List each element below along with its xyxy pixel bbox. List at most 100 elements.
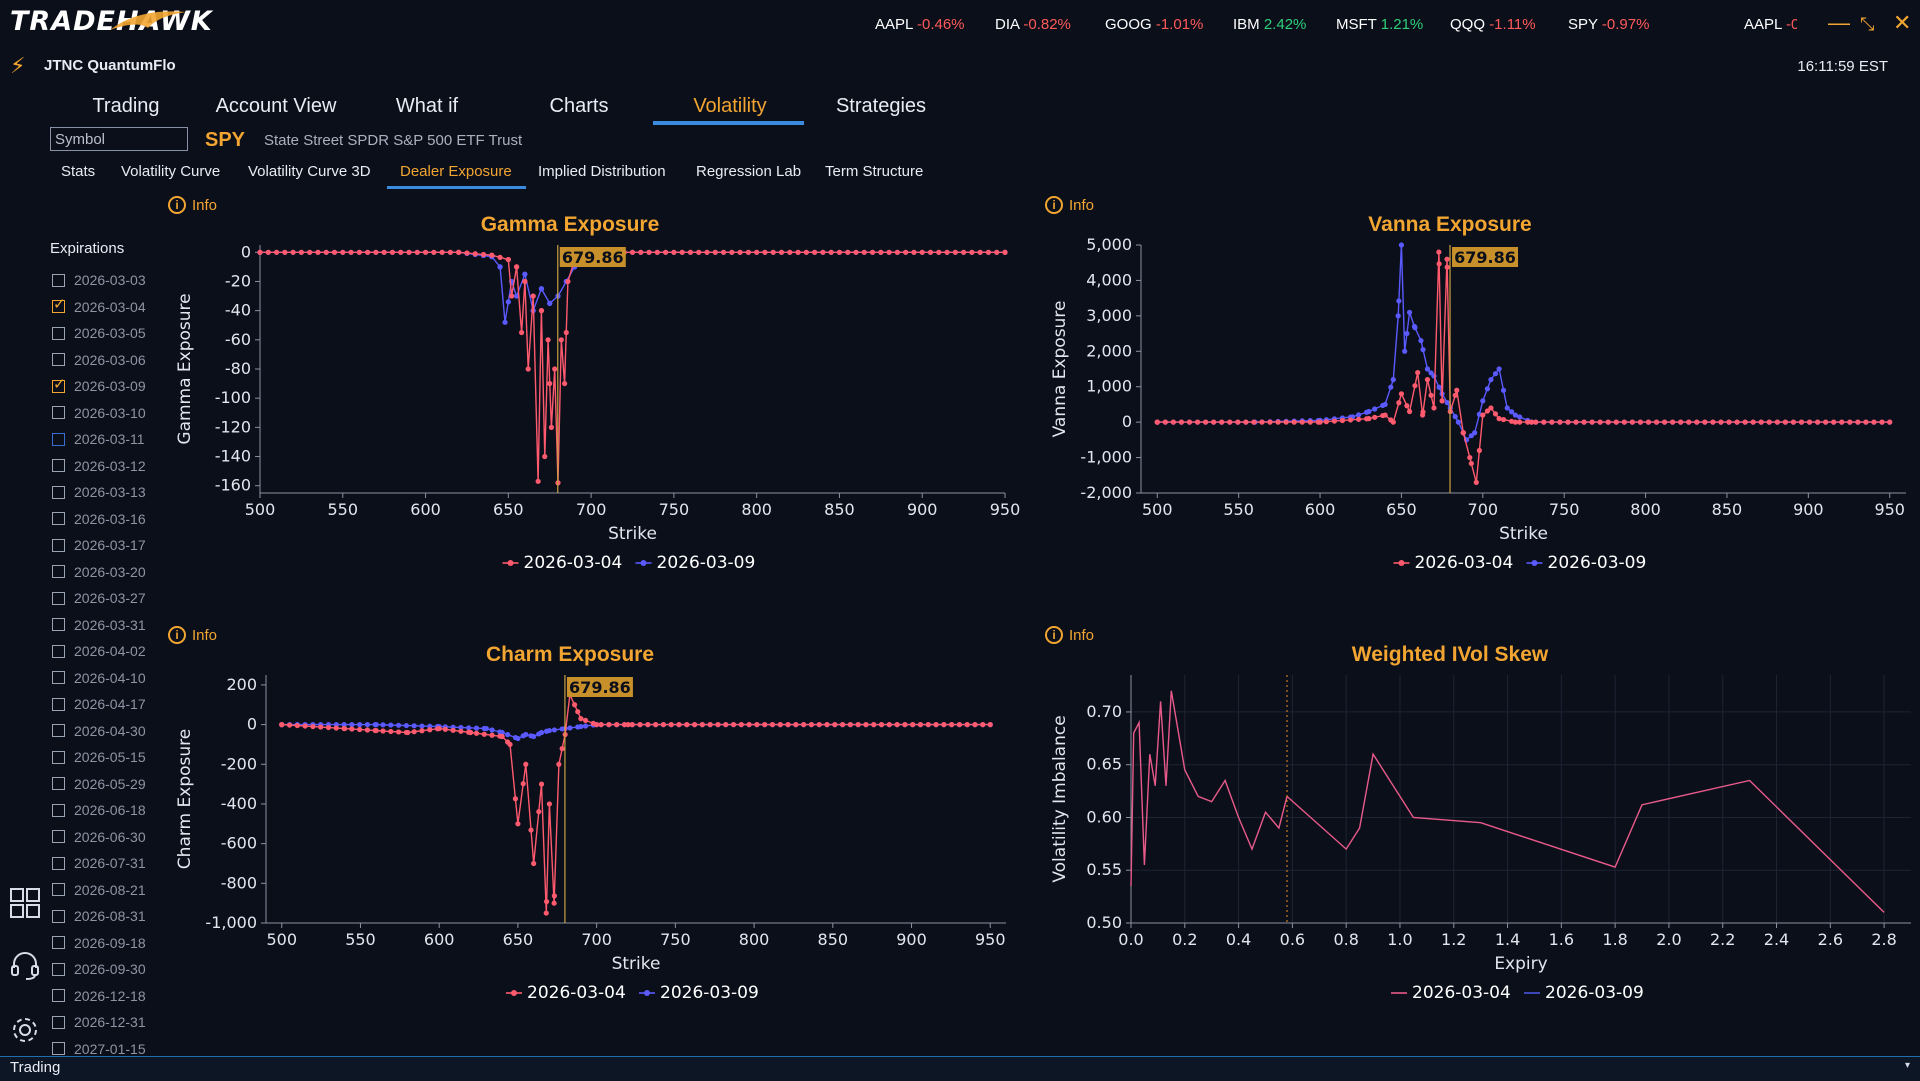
- expiration-item[interactable]: 2026-03-05: [52, 321, 146, 345]
- expiration-checkbox[interactable]: [52, 353, 65, 366]
- ticker-spy[interactable]: SPY -0.97%: [1568, 16, 1649, 33]
- expiration-item[interactable]: 2026-08-31: [52, 904, 146, 928]
- subtab-volatility-curve[interactable]: Volatility Curve: [121, 163, 221, 180]
- vanna-exposure-chart[interactable]: Vanna Exposure 500 550 600 650 700 750 800 850 90…: [1045, 215, 1915, 625]
- expiration-checkbox[interactable]: [52, 989, 65, 1002]
- expiration-checkbox[interactable]: [52, 1042, 65, 1055]
- subtab-regression-lab[interactable]: Regression Lab: [696, 163, 802, 180]
- expiration-item[interactable]: 2026-03-16: [52, 507, 146, 531]
- expiration-checkbox[interactable]: [52, 909, 65, 923]
- expiration-checkbox[interactable]: [52, 644, 65, 658]
- expiration-checkbox[interactable]: [52, 512, 65, 525]
- expiration-checkbox[interactable]: [52, 830, 65, 843]
- expiration-item[interactable]: 2026-04-30: [52, 719, 146, 743]
- tab-what-if[interactable]: What if: [395, 95, 459, 117]
- minimize-icon[interactable]: —: [1828, 10, 1850, 35]
- expiration-item[interactable]: 2026-03-31: [52, 613, 146, 637]
- expiration-checkbox[interactable]: [52, 724, 65, 737]
- expiration-item[interactable]: 2026-09-30: [52, 957, 146, 981]
- tab-charts[interactable]: Charts: [549, 95, 609, 117]
- expiration-checkbox[interactable]: [52, 697, 65, 711]
- expiration-item[interactable]: 2026-04-10: [52, 666, 146, 690]
- expiration-item[interactable]: 2026-03-10: [52, 401, 146, 425]
- expiration-checkbox[interactable]: [52, 883, 65, 896]
- tab-strategies[interactable]: Strategies: [835, 95, 927, 117]
- expiration-checkbox[interactable]: [52, 565, 65, 578]
- expiration-checkbox[interactable]: [52, 406, 65, 419]
- expiration-checkbox[interactable]: [52, 538, 65, 552]
- expiration-checkbox[interactable]: [52, 326, 65, 340]
- info-button-skew[interactable]: i Info: [1045, 626, 1094, 644]
- expiration-item[interactable]: 2026-03-04: [52, 295, 146, 319]
- subtab-volatility-curve-3d[interactable]: Volatility Curve 3D: [248, 163, 371, 180]
- legend-marker: [1398, 560, 1405, 566]
- tab-trading[interactable]: Trading: [92, 95, 160, 117]
- expiration-item[interactable]: 2026-04-17: [52, 692, 146, 716]
- expiration-checkbox[interactable]: [52, 618, 65, 631]
- ticker-goog[interactable]: GOOG -1.01%: [1105, 16, 1203, 33]
- expiration-checkbox[interactable]: [52, 750, 65, 764]
- expiration-item[interactable]: 2026-05-29: [52, 772, 146, 796]
- expiration-item[interactable]: 2026-03-20: [52, 560, 146, 584]
- tab-volatility[interactable]: Volatility: [693, 95, 767, 117]
- close-icon[interactable]: ✕: [1893, 10, 1912, 35]
- expiration-item[interactable]: 2026-03-12: [52, 454, 146, 478]
- expiration-checkbox[interactable]: [52, 777, 65, 790]
- expiration-checkbox[interactable]: [52, 803, 65, 817]
- subtab-term-structure[interactable]: Term Structure: [825, 163, 924, 180]
- ticker-aapl[interactable]: AAPL -0.46%: [875, 16, 965, 33]
- expiration-checkbox[interactable]: [52, 591, 65, 605]
- expiration-item[interactable]: 2027-01-15: [52, 1037, 146, 1061]
- expiration-checkbox[interactable]: [52, 936, 65, 949]
- expiration-item[interactable]: 2026-06-30: [52, 825, 146, 849]
- expiration-checkbox[interactable]: [52, 432, 65, 446]
- subtab-dealer-exposure[interactable]: Dealer Exposure: [400, 163, 512, 180]
- expiration-item[interactable]: 2026-03-13: [52, 480, 146, 504]
- expiration-item[interactable]: 2026-03-27: [52, 586, 146, 610]
- subtab-stats[interactable]: Stats: [61, 163, 96, 180]
- charm-exposure-chart[interactable]: Charm Exposure 500 550 600 650 700 750 800 850 90…: [170, 645, 1030, 1055]
- expiration-checkbox[interactable]: [52, 1015, 65, 1029]
- expiration-item[interactable]: 2026-06-18: [52, 798, 146, 822]
- expiration-item[interactable]: 2026-07-31: [52, 851, 146, 875]
- tab-account-view[interactable]: Account View: [215, 95, 337, 117]
- ticker-dia[interactable]: DIA -0.82%: [995, 16, 1071, 33]
- expiration-checkbox[interactable]: [52, 856, 65, 870]
- expiration-item[interactable]: 2026-12-18: [52, 984, 146, 1008]
- expiration-checkbox[interactable]: [52, 485, 65, 499]
- expiration-item[interactable]: 2026-12-31: [52, 1010, 146, 1034]
- expiration-item[interactable]: 2026-03-11: [52, 427, 145, 451]
- expiration-checkbox[interactable]: [52, 671, 65, 684]
- expiration-checkbox[interactable]: [52, 273, 65, 287]
- data-point: [349, 722, 355, 728]
- expiration-item[interactable]: 2026-05-15: [52, 745, 146, 769]
- expiration-checkbox[interactable]: [52, 459, 65, 472]
- symbol-input[interactable]: [50, 127, 188, 151]
- expiration-item[interactable]: 2026-03-06: [52, 348, 146, 372]
- data-point: [497, 264, 503, 270]
- expiration-checkbox[interactable]: [52, 375, 66, 393]
- ticker-qqq[interactable]: QQQ -1.11%: [1450, 16, 1536, 33]
- info-button-charm[interactable]: i Info: [168, 626, 217, 644]
- data-point: [1372, 406, 1378, 412]
- expiration-item[interactable]: 2026-03-17: [52, 533, 146, 557]
- settings-gear-icon[interactable]: [10, 1015, 40, 1045]
- ticker-msft[interactable]: MSFT 1.21%: [1336, 16, 1423, 33]
- ivol-skew-chart[interactable]: Weighted IVol Skew 0.0 0.2 0.4 0.6 0.8 1.0 1.2 1…: [1045, 645, 1915, 1055]
- headset-icon[interactable]: [10, 950, 40, 980]
- info-button-gamma[interactable]: i Info: [168, 196, 217, 214]
- expiration-item[interactable]: 2026-03-03: [52, 268, 146, 292]
- ticker-ibm[interactable]: IBM 2.42%: [1233, 16, 1306, 33]
- expiration-checkbox[interactable]: [52, 962, 65, 976]
- expiration-item[interactable]: 2026-04-02: [52, 639, 146, 663]
- expiration-item[interactable]: 2026-09-18: [52, 931, 146, 955]
- expiration-checkbox[interactable]: [52, 295, 66, 313]
- expiration-item[interactable]: 2026-08-21: [52, 878, 146, 902]
- gamma-exposure-chart[interactable]: Gamma Exposure 500 550 600 650 700 750 800 850 90…: [170, 215, 1030, 625]
- subtab-implied-distribution[interactable]: Implied Distribution: [538, 163, 666, 180]
- restore-icon[interactable]: ⤡: [1860, 14, 1875, 34]
- expiration-item[interactable]: 2026-03-09: [52, 374, 146, 398]
- grid-layout-icon[interactable]: [10, 888, 40, 918]
- ticker-aapl[interactable]: AAPL -0: [1744, 16, 1797, 33]
- info-button-vanna[interactable]: i Info: [1045, 196, 1094, 214]
